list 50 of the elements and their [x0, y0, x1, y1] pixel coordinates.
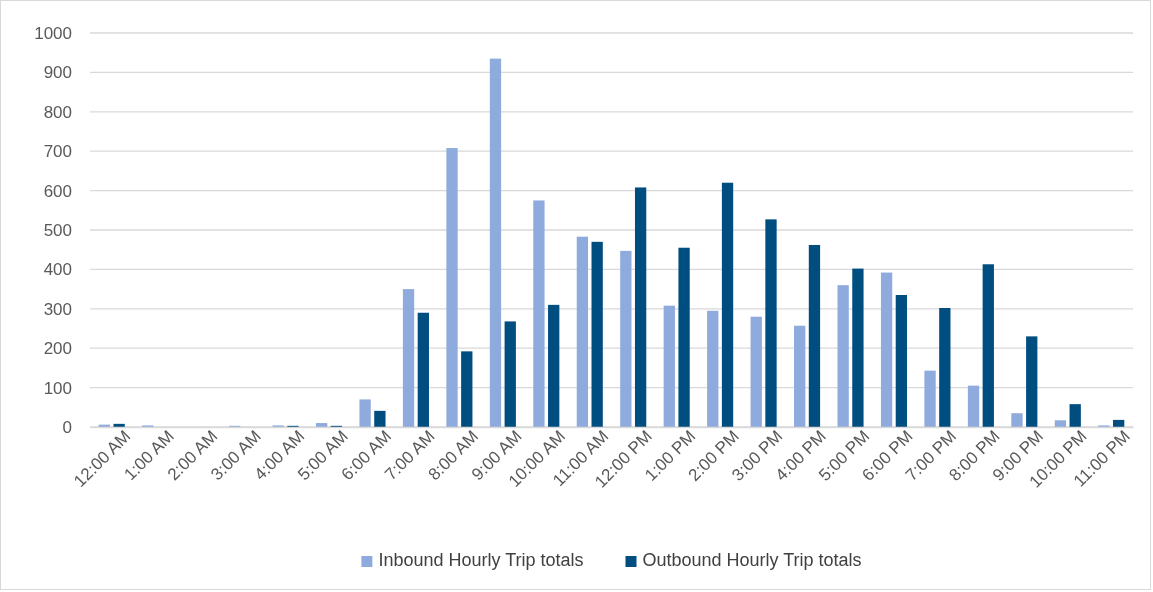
y-tick-label: 900	[43, 63, 72, 83]
bar	[837, 285, 849, 427]
bar	[446, 148, 458, 427]
bar	[548, 304, 560, 427]
bar	[794, 325, 806, 427]
y-tick-label: 500	[43, 220, 72, 240]
bar	[489, 58, 502, 427]
bar	[924, 370, 936, 427]
y-tick-label: 1000	[34, 23, 72, 43]
bar	[663, 305, 675, 427]
bar	[1026, 336, 1038, 427]
y-tick-label: 200	[43, 339, 72, 359]
bar	[634, 187, 647, 427]
bar	[765, 219, 777, 427]
bar	[591, 241, 603, 427]
bar	[1069, 404, 1081, 427]
bar	[678, 247, 690, 427]
y-tick-label: 300	[43, 299, 72, 319]
bar	[620, 250, 632, 427]
bar	[880, 272, 893, 427]
bar	[402, 289, 415, 427]
bar	[576, 236, 589, 427]
bar	[374, 410, 386, 427]
y-tick-label: 600	[43, 181, 72, 201]
bar	[113, 423, 125, 427]
y-tick-label: 100	[43, 378, 72, 398]
bar	[750, 316, 762, 427]
y-tick-label: 400	[43, 260, 72, 280]
y-tick-label: 800	[43, 102, 72, 122]
legend-label: Outbound Hourly Trip totals	[642, 550, 862, 570]
bar	[939, 308, 951, 427]
bar	[359, 399, 371, 427]
bar	[707, 310, 719, 427]
bar	[895, 295, 908, 427]
bar	[417, 312, 429, 427]
bar	[504, 321, 516, 427]
bar	[1113, 419, 1125, 427]
legend-label: Inbound Hourly Trip totals	[378, 550, 584, 570]
bar	[461, 351, 473, 427]
bar	[852, 268, 864, 427]
y-tick-label: 0	[62, 417, 72, 437]
bar	[721, 182, 734, 427]
bar	[315, 423, 328, 427]
bar	[1011, 413, 1023, 427]
bar	[533, 200, 545, 427]
bar	[808, 244, 821, 427]
bar	[982, 264, 994, 427]
bar	[967, 385, 980, 427]
y-tick-label: 700	[43, 142, 72, 162]
bar	[1054, 420, 1067, 427]
